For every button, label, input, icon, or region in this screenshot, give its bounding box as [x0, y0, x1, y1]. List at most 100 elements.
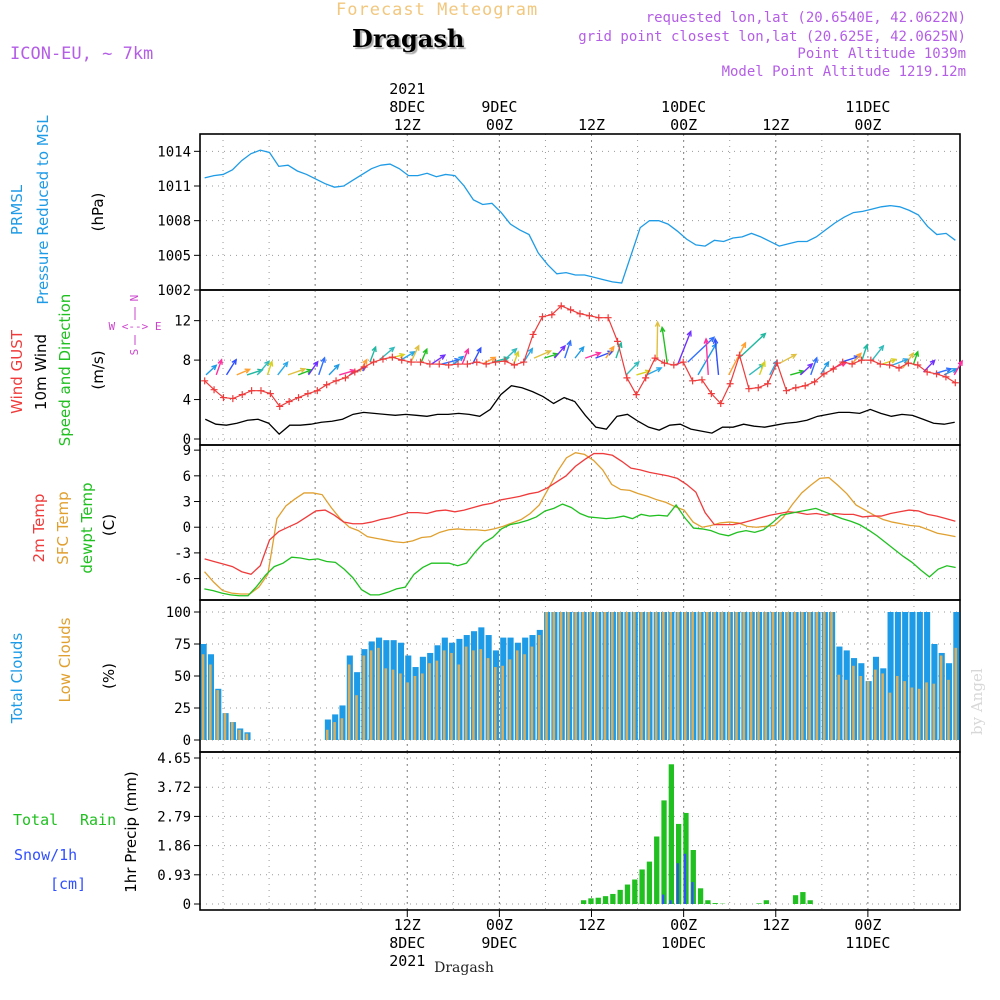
wind-gust-marker — [886, 361, 894, 369]
wind-direction-arrowhead — [878, 344, 885, 351]
low-cloud-bar — [610, 612, 614, 740]
wind-direction-arrow — [256, 360, 270, 376]
wind-direction-arrowhead — [929, 359, 936, 366]
rain-bar — [617, 889, 623, 904]
wind-direction-arrowhead — [320, 356, 326, 363]
wind-direction-arrow — [369, 346, 377, 363]
wind-direction-arrow — [656, 322, 659, 359]
wind-direction-arrowhead — [712, 337, 719, 344]
wind-direction-arrowhead — [740, 341, 747, 349]
wind-gust-marker — [257, 387, 265, 395]
wind-gust-marker — [904, 359, 912, 367]
compass-south: S — [128, 349, 141, 356]
wind-direction-arrow — [851, 352, 862, 365]
wind-speed-line — [205, 385, 955, 435]
wind-gust-marker — [717, 399, 725, 407]
wind-direction-arrow — [615, 342, 622, 359]
low-cloud-bar — [917, 688, 921, 740]
wind-direction-arrow — [953, 360, 963, 376]
rain-bar — [756, 903, 762, 904]
wind-direction-arrow — [728, 342, 747, 376]
pressure-frame — [199, 133, 961, 291]
low-cloud-bar — [391, 669, 395, 740]
rain-bar — [697, 888, 704, 904]
pressure-label-msl: Pressure Reduced to MSL — [34, 115, 52, 305]
low-cloud-bar — [713, 612, 716, 740]
precip-ytick-label: 1.86 — [157, 839, 191, 855]
wind-direction-arrow — [266, 361, 273, 376]
low-cloud-bar — [720, 612, 724, 740]
wind-direction-arrow — [687, 336, 715, 363]
wind-direction-arrowhead — [560, 344, 567, 352]
wind-gust-marker — [782, 387, 790, 395]
requested-coordinates: requested lon,lat (20.6540E, 42.0622N) — [645, 10, 966, 26]
total-cloud-bar — [909, 612, 916, 740]
low-cloud-bar — [654, 612, 658, 740]
low-cloud-bar — [428, 663, 431, 740]
wind-direction-arrowhead — [607, 350, 614, 356]
wind-gust-marker — [839, 358, 847, 366]
wind-direction-arrowhead — [476, 346, 482, 354]
low-cloud-bar — [216, 690, 219, 740]
wind-direction-arrowhead — [659, 325, 666, 333]
wind-direction-arrowhead — [217, 358, 223, 365]
wind-gust-marker — [482, 360, 490, 368]
wind-gust-marker — [276, 402, 284, 410]
wind-direction-arrowhead — [913, 350, 920, 357]
wind-gust-marker — [923, 368, 931, 376]
compass-north: N — [128, 295, 141, 302]
wind-direction-arrow — [661, 327, 668, 364]
clouds-unit: (%) — [100, 663, 118, 689]
precip-frame — [199, 751, 961, 911]
pressure-ytick-label: 1008 — [157, 214, 191, 230]
clouds-ytick-label: 50 — [174, 669, 191, 685]
bottom-time-label: 00Z — [486, 916, 513, 934]
wind-direction-arrowhead — [566, 339, 572, 347]
low-cloud-bar — [362, 655, 366, 740]
low-cloud-bar — [662, 612, 665, 740]
temperature-ytick-label: 6 — [183, 469, 191, 485]
wind-gust-marker — [238, 391, 246, 399]
wind-direction-arrow — [359, 359, 368, 373]
wind-gust-marker — [604, 314, 612, 322]
precip-rain-label: Rain — [80, 811, 116, 829]
wind-gust-marker — [304, 390, 312, 398]
wind-gust-marker — [548, 311, 556, 319]
low-cloud-bar — [333, 722, 336, 740]
top-time-label: 00Z — [670, 116, 697, 134]
wind-direction-arrow — [277, 361, 289, 376]
snow-bar — [662, 894, 665, 904]
rain-bar — [800, 892, 806, 904]
wind-gust-marker — [801, 382, 809, 390]
wind-direction-arrow — [800, 363, 813, 376]
wind-direction-arrowhead — [908, 351, 915, 359]
wind-direction-arrowhead — [267, 360, 274, 367]
wind-ytick-label: 8 — [183, 353, 191, 369]
low-cloud-bar — [603, 612, 607, 740]
bottom-time-label: 12Z — [578, 916, 605, 934]
low-cloud-bar — [384, 668, 388, 740]
low-cloud-bar — [450, 652, 453, 740]
top-time-label: 10DEC — [661, 98, 706, 116]
low-cloud-bar — [377, 647, 380, 740]
total-cloud-bar — [924, 612, 931, 740]
wind-direction-arrowhead — [863, 343, 869, 350]
wind-direction-arrowhead — [890, 358, 898, 364]
low-cloud-bar — [238, 729, 241, 740]
wind-direction-arrowhead — [362, 358, 368, 365]
wind-gust-marker — [848, 360, 856, 368]
low-cloud-bar — [420, 673, 424, 740]
low-cloud-bar — [501, 665, 504, 740]
wind-direction-arrow — [246, 369, 263, 376]
wind-gust-marker — [567, 306, 575, 314]
wind-gust-marker — [285, 398, 293, 406]
rain-bar — [588, 898, 594, 904]
low-cloud-bar — [691, 612, 694, 740]
snow-bar — [691, 882, 694, 904]
wind-gust-marker — [576, 310, 584, 318]
wind-direction-arrowhead — [760, 332, 767, 339]
wind-gust-marker — [416, 358, 424, 366]
low-cloud-bar — [245, 733, 249, 740]
low-cloud-bar — [932, 683, 936, 740]
wind-gust-marker — [689, 377, 697, 385]
